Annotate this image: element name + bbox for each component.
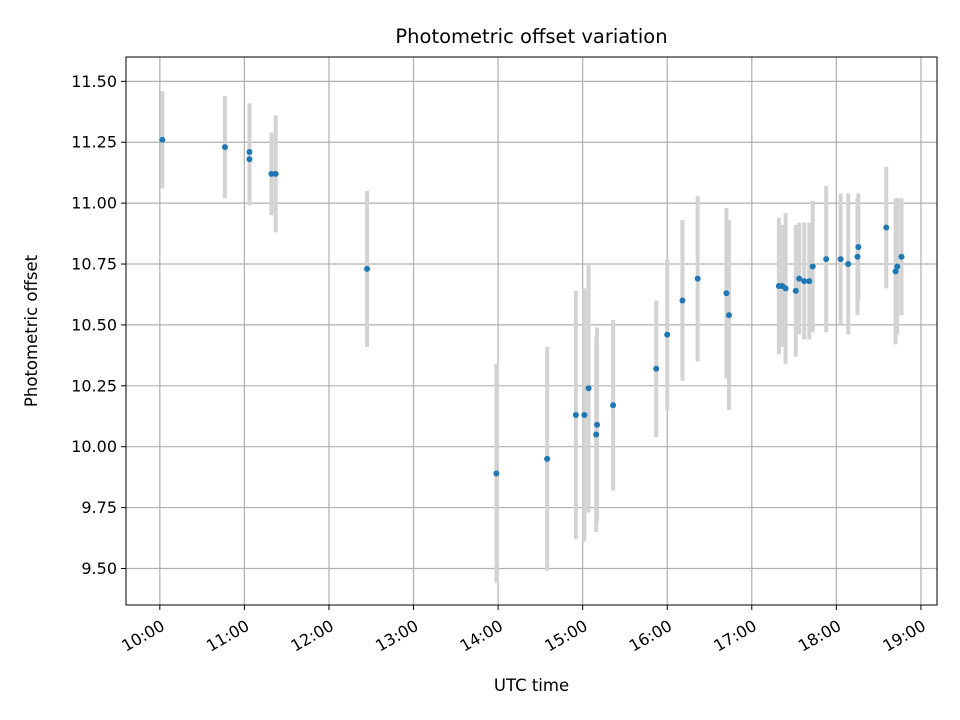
data-point xyxy=(572,412,579,419)
data-point xyxy=(246,148,253,155)
y-tick-label: 11.50 xyxy=(71,72,117,91)
data-point xyxy=(892,268,899,275)
chart-title: Photometric offset variation xyxy=(395,25,667,48)
data-point xyxy=(855,243,862,250)
data-point xyxy=(694,275,701,282)
data-point xyxy=(796,275,803,282)
data-point xyxy=(594,421,601,428)
data-point xyxy=(585,385,592,392)
y-tick-label: 10.25 xyxy=(71,376,117,395)
x-axis-label: UTC time xyxy=(494,676,569,695)
data-point xyxy=(268,170,275,177)
grid-layer xyxy=(126,57,937,605)
data-point xyxy=(246,156,253,163)
data-point xyxy=(792,287,799,294)
y-tick-label: 11.25 xyxy=(71,133,117,152)
data-point xyxy=(159,136,166,143)
data-point xyxy=(782,285,789,292)
data-point xyxy=(854,253,861,260)
data-point xyxy=(845,261,852,268)
y-tick-label: 9.50 xyxy=(81,559,117,578)
data-point xyxy=(898,253,905,260)
y-axis-label: Photometric offset xyxy=(22,254,41,407)
data-point xyxy=(809,263,816,270)
y-tick-label: 9.75 xyxy=(81,498,117,517)
data-point xyxy=(653,365,660,372)
plot-frame xyxy=(125,56,938,606)
data-point xyxy=(581,412,588,419)
data-point xyxy=(364,265,371,272)
y-tick-label: 11.00 xyxy=(71,194,117,213)
data-point xyxy=(221,144,228,151)
data-point xyxy=(679,297,686,304)
data-point xyxy=(610,402,617,409)
data-point xyxy=(493,470,500,477)
data-point xyxy=(544,455,551,462)
data-point xyxy=(801,278,808,285)
data-point xyxy=(894,263,901,270)
y-tick-label: 10.75 xyxy=(71,255,117,274)
data-point xyxy=(593,431,600,438)
y-tick-label: 10.50 xyxy=(71,315,117,334)
y-axis: 9.50 9.75 10.00 10.25 10.50 10.75 11.00 11.25 11… xyxy=(71,72,126,578)
y-tick-label: 10.00 xyxy=(71,437,117,456)
data-point xyxy=(723,290,730,297)
data-point xyxy=(272,170,279,177)
point-layer xyxy=(159,136,905,477)
data-point xyxy=(725,312,732,319)
data-point xyxy=(823,256,830,263)
data-point xyxy=(664,331,671,338)
data-point xyxy=(806,278,813,285)
data-point xyxy=(883,224,890,231)
data-point xyxy=(837,256,844,263)
